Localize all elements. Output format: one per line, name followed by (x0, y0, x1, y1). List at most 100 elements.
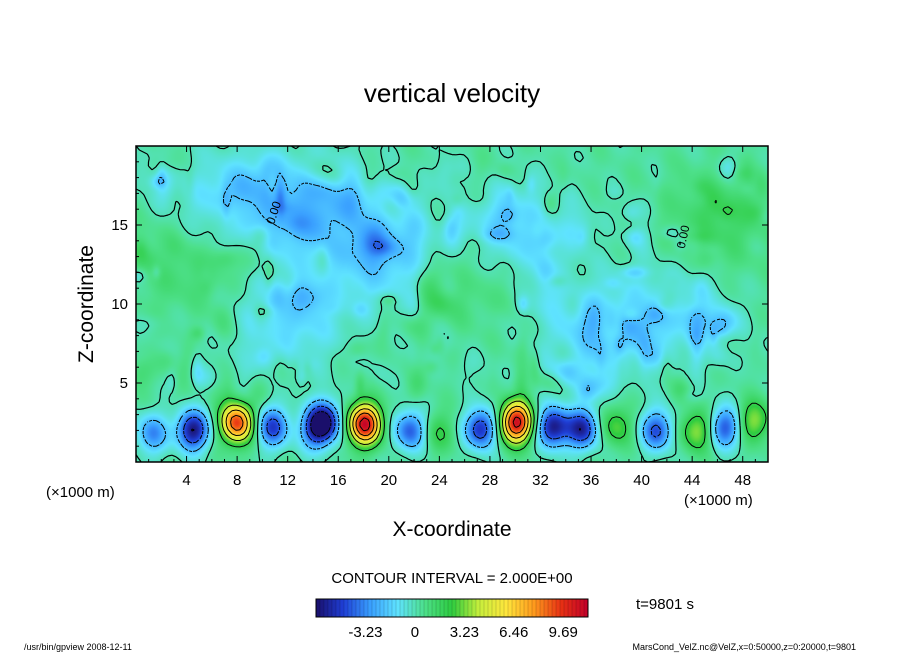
colorbar-cell (572, 599, 576, 617)
colorbar-cell (340, 599, 344, 617)
colorbar-cell (332, 599, 336, 617)
x-tick-label: 36 (583, 472, 600, 489)
colorbar-cell (316, 599, 320, 617)
x-tick-label: 44 (684, 472, 701, 489)
x-axis-label: X-coordinate (392, 518, 511, 541)
colorbar-cell (392, 599, 396, 617)
colorbar-cell (452, 599, 456, 617)
colorbar-tick-label: 9.69 (549, 624, 578, 641)
colorbar-tick-label: 3.23 (450, 624, 479, 641)
colorbar-cell (360, 599, 364, 617)
colorbar-cell (568, 599, 572, 617)
colorbar-ticks: -3.23 0 3.23 6.46 9.69 (348, 624, 577, 641)
colorbar-cell (524, 599, 528, 617)
colorbar-cell (540, 599, 544, 617)
colorbar-cell (476, 599, 480, 617)
colorbar-cell (468, 599, 472, 617)
colorbar-cell (464, 599, 468, 617)
x-tick-label: 40 (633, 472, 650, 489)
colorbar-tick-label: 6.46 (499, 624, 528, 641)
colorbar-cell (396, 599, 400, 617)
colorbar-cell (412, 599, 416, 617)
colorbar-cell (528, 599, 532, 617)
y-tick-label: 5 (120, 375, 128, 392)
chart-title: vertical velocity (364, 78, 540, 108)
y-unit-label: (×1000 m) (46, 484, 115, 501)
colorbar-cell (448, 599, 452, 617)
colorbar-cell (376, 599, 380, 617)
colorbar-cell (404, 599, 408, 617)
colorbar-tick-label: -3.23 (348, 624, 382, 641)
colorbar-cell (416, 599, 420, 617)
colorbar-cell (460, 599, 464, 617)
colorbar-cell (552, 599, 556, 617)
colorbar-cell (348, 599, 352, 617)
x-tick-label: 28 (482, 472, 499, 489)
colorbar-cell (504, 599, 508, 617)
colorbar-cell (484, 599, 488, 617)
colorbar-cell (480, 599, 484, 617)
x-tick-label: 8 (233, 472, 241, 489)
colorbar-cell (380, 599, 384, 617)
time-stamp: t=9801 s (636, 596, 694, 613)
y-axis-label: Z-coordinate (75, 245, 98, 363)
colorbar-cell (556, 599, 560, 617)
x-tick-label: 48 (734, 472, 751, 489)
colorbar-cell (500, 599, 504, 617)
colorbar: -3.23 0 3.23 6.46 9.69 (316, 599, 588, 641)
contour-interval-text: CONTOUR INTERVAL = 2.000E+00 (331, 570, 572, 587)
colorbar-cell (356, 599, 360, 617)
colorbar-cell (388, 599, 392, 617)
velocity-field-heatmap (136, 146, 768, 462)
colorbar-cells (316, 599, 588, 617)
y-tick-label: 15 (111, 217, 128, 234)
footer-right: MarsCond_VelZ.nc@VelZ,x=0:50000,z=0:2000… (632, 642, 856, 652)
colorbar-cell (496, 599, 500, 617)
footer-left: /usr/bin/gpview 2008-12-11 (24, 642, 132, 652)
colorbar-cell (520, 599, 524, 617)
colorbar-cell (580, 599, 584, 617)
colorbar-cell (532, 599, 536, 617)
colorbar-cell (352, 599, 356, 617)
colorbar-cell (508, 599, 512, 617)
colorbar-tick-label: 0 (411, 624, 419, 641)
colorbar-cell (544, 599, 548, 617)
colorbar-cell (408, 599, 412, 617)
colorbar-cell (368, 599, 372, 617)
colorbar-cell (436, 599, 440, 617)
colorbar-cell (564, 599, 568, 617)
colorbar-cell (328, 599, 332, 617)
x-tick-label: 12 (279, 472, 296, 489)
colorbar-cell (364, 599, 368, 617)
x-tick-label: 16 (330, 472, 347, 489)
plot-area: 0.00 0.00 (136, 146, 768, 462)
colorbar-cell (472, 599, 476, 617)
colorbar-cell (492, 599, 496, 617)
colorbar-cell (424, 599, 428, 617)
colorbar-cell (456, 599, 460, 617)
colorbar-cell (536, 599, 540, 617)
colorbar-cell (400, 599, 404, 617)
colorbar-cell (548, 599, 552, 617)
colorbar-cell (336, 599, 340, 617)
colorbar-cell (440, 599, 444, 617)
x-unit-label: (×1000 m) (684, 492, 753, 509)
colorbar-cell (444, 599, 448, 617)
colorbar-cell (512, 599, 516, 617)
colorbar-cell (344, 599, 348, 617)
colorbar-cell (320, 599, 324, 617)
colorbar-cell (428, 599, 432, 617)
x-tick-label: 32 (532, 472, 549, 489)
colorbar-cell (488, 599, 492, 617)
colorbar-cell (432, 599, 436, 617)
colorbar-cell (324, 599, 328, 617)
x-tick-label: 20 (380, 472, 397, 489)
colorbar-cell (576, 599, 580, 617)
colorbar-cell (560, 599, 564, 617)
y-tick-label: 10 (111, 296, 128, 313)
x-tick-label: 4 (182, 472, 190, 489)
colorbar-cell (372, 599, 376, 617)
colorbar-cell (516, 599, 520, 617)
colorbar-cell (420, 599, 424, 617)
